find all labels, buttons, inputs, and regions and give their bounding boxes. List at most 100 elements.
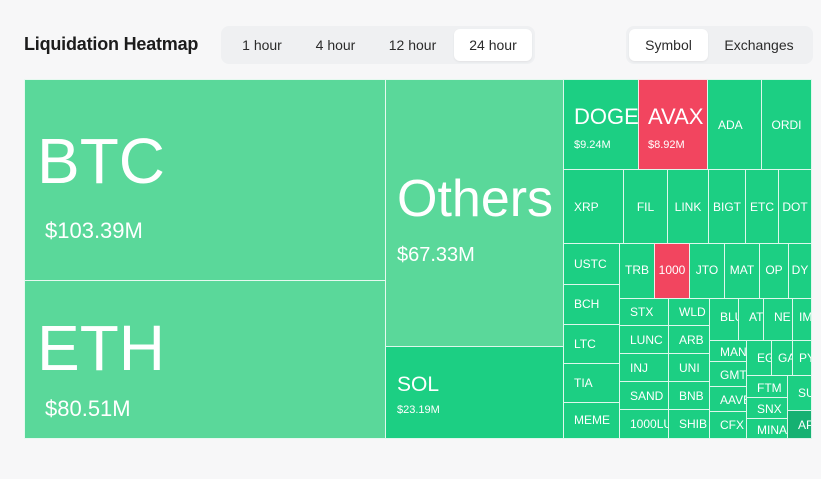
tile-man[interactable]: MAN xyxy=(709,340,747,362)
tab-12-hour[interactable]: 12 hour xyxy=(388,37,437,53)
tile-eth[interactable]: ETH $80.51M xyxy=(24,280,386,439)
tile-symbol: TRB xyxy=(625,263,649,277)
tile-symbol: DOGE xyxy=(574,104,639,129)
tile-op[interactable]: OP xyxy=(759,243,789,299)
tile-symbol: STX xyxy=(630,305,654,319)
tile-bch[interactable]: BCH xyxy=(563,284,620,325)
tile-btc[interactable]: BTC $103.39M xyxy=(24,79,386,281)
tab-24-hour[interactable]: 24 hour xyxy=(454,29,532,61)
tile-cfx[interactable]: CFX xyxy=(709,411,747,439)
tile-symbol: MAN xyxy=(720,345,747,359)
tile-avax[interactable]: AVAX $8.92M xyxy=(638,79,708,170)
tile-symbol: LINK xyxy=(674,200,702,214)
tile-symbol: FTM xyxy=(757,381,782,395)
tile-1000[interactable]: 1000 xyxy=(654,243,690,299)
tile-symbol: USTC xyxy=(574,257,607,271)
tile-1000lu[interactable]: 1000LU xyxy=(619,409,669,439)
tile-ltc[interactable]: LTC xyxy=(563,324,620,364)
tile-symbol: LUNC xyxy=(630,333,663,347)
tile-shib[interactable]: SHIB xyxy=(668,409,710,439)
tile-symbol: SU xyxy=(798,386,811,400)
header-bar: Liquidation Heatmap 1 hour 4 hour 12 hou… xyxy=(0,0,821,80)
tile-symbol: FIL xyxy=(636,200,655,214)
tile-symbol: ETC xyxy=(750,200,774,214)
tile-symbol: SOL xyxy=(397,373,440,396)
tile-symbol: ETH xyxy=(37,312,165,384)
tile-xrp[interactable]: XRP xyxy=(563,169,624,244)
tile-symbol: INJ xyxy=(630,361,648,375)
tile-others[interactable]: Others $67.33M xyxy=(385,79,564,347)
tile-symbol: XRP xyxy=(574,200,599,214)
tile-symbol: DOT xyxy=(782,200,808,214)
tile-symbol: BIGT xyxy=(712,200,741,214)
tile-symbol: AVAX xyxy=(648,104,704,129)
tile-arb[interactable]: ARB xyxy=(668,325,710,354)
tile-symbol: MINA xyxy=(757,423,787,437)
tile-symbol: MEME xyxy=(574,413,610,427)
tab-4-hour[interactable]: 4 hour xyxy=(315,37,356,53)
tile-tia[interactable]: TIA xyxy=(563,363,620,403)
tile-etc[interactable]: ETC xyxy=(745,169,779,244)
tile-su[interactable]: SU xyxy=(787,375,812,411)
tile-inj[interactable]: INJ xyxy=(619,353,669,382)
tile-ato[interactable]: ATO xyxy=(738,298,764,341)
tile-ne[interactable]: NE xyxy=(763,298,793,341)
tile-lunc[interactable]: LUNC xyxy=(619,325,669,354)
tile-ap[interactable]: AP xyxy=(787,410,812,439)
tile-eg[interactable]: EG xyxy=(746,340,772,376)
tile-symbol: MAT xyxy=(729,263,755,277)
tile-uni[interactable]: UNI xyxy=(668,353,710,382)
tile-sand[interactable]: SAND xyxy=(619,381,669,410)
tile-bigt[interactable]: BIGT xyxy=(708,169,746,244)
tab-1-hour[interactable]: 1 hour xyxy=(242,37,282,53)
tile-symbol: DY xyxy=(791,263,809,277)
tile-symbol: NE xyxy=(774,310,791,324)
tab-exchanges[interactable]: Exchanges xyxy=(724,37,794,53)
tile-ustc[interactable]: USTC xyxy=(563,243,620,285)
tile-symbol: CFX xyxy=(720,418,744,432)
tab-symbol[interactable]: Symbol xyxy=(629,29,708,61)
tile-aave[interactable]: AAVE xyxy=(709,386,747,412)
tile-value: $67.33M xyxy=(397,244,475,266)
tile-wld[interactable]: WLD xyxy=(668,298,710,326)
time-range-selector: 1 hour 4 hour 12 hour 24 hour xyxy=(221,26,535,64)
tile-blu[interactable]: BLU xyxy=(709,298,739,341)
page-title: Liquidation Heatmap xyxy=(24,34,199,54)
tile-snx[interactable]: SNX xyxy=(746,397,788,419)
tile-symbol: BTC xyxy=(37,125,165,197)
tile-value: $103.39M xyxy=(45,218,143,243)
tile-symbol: BCH xyxy=(574,297,600,311)
tile-doge[interactable]: DOGE $9.24M xyxy=(563,79,639,170)
tile-dy[interactable]: DY xyxy=(788,243,812,299)
tile-symbol: 1000 xyxy=(658,263,686,277)
tile-jto[interactable]: JTO xyxy=(689,243,725,299)
tile-trb[interactable]: TRB xyxy=(619,243,655,299)
tile-symbol: GA xyxy=(778,351,792,365)
tile-ordi[interactable]: ORDI xyxy=(761,79,812,170)
tile-link[interactable]: LINK xyxy=(667,169,709,244)
tile-dot[interactable]: DOT xyxy=(778,169,812,244)
tile-value: $80.51M xyxy=(45,396,131,421)
tile-meme[interactable]: MEME xyxy=(563,402,620,439)
tile-value: $23.19M xyxy=(397,404,440,416)
tile-symbol: JTO xyxy=(695,263,719,277)
tile-ada[interactable]: ADA xyxy=(707,79,762,170)
tile-symbol: ORDI xyxy=(771,118,802,132)
tile-ga[interactable]: GA xyxy=(771,340,793,376)
tile-value: $9.24M xyxy=(574,139,611,151)
tile-ftm[interactable]: FTM xyxy=(746,375,788,398)
tile-symbol: SHIB xyxy=(679,417,708,431)
tile-mat[interactable]: MAT xyxy=(724,243,760,299)
tile-stx[interactable]: STX xyxy=(619,298,669,326)
tile-bnb[interactable]: BNB xyxy=(668,381,710,410)
tile-symbol: Others xyxy=(397,170,554,228)
tile-im[interactable]: IM xyxy=(792,298,812,341)
tile-py[interactable]: PY xyxy=(792,340,812,376)
tile-symbol: ATO xyxy=(749,310,764,324)
tile-gmt[interactable]: GMT xyxy=(709,361,747,387)
tile-sol[interactable]: SOL $23.19M xyxy=(385,346,564,439)
tile-symbol: LTC xyxy=(574,337,596,351)
tile-mina[interactable]: MINA xyxy=(746,418,788,439)
tile-fil[interactable]: FIL xyxy=(623,169,668,244)
